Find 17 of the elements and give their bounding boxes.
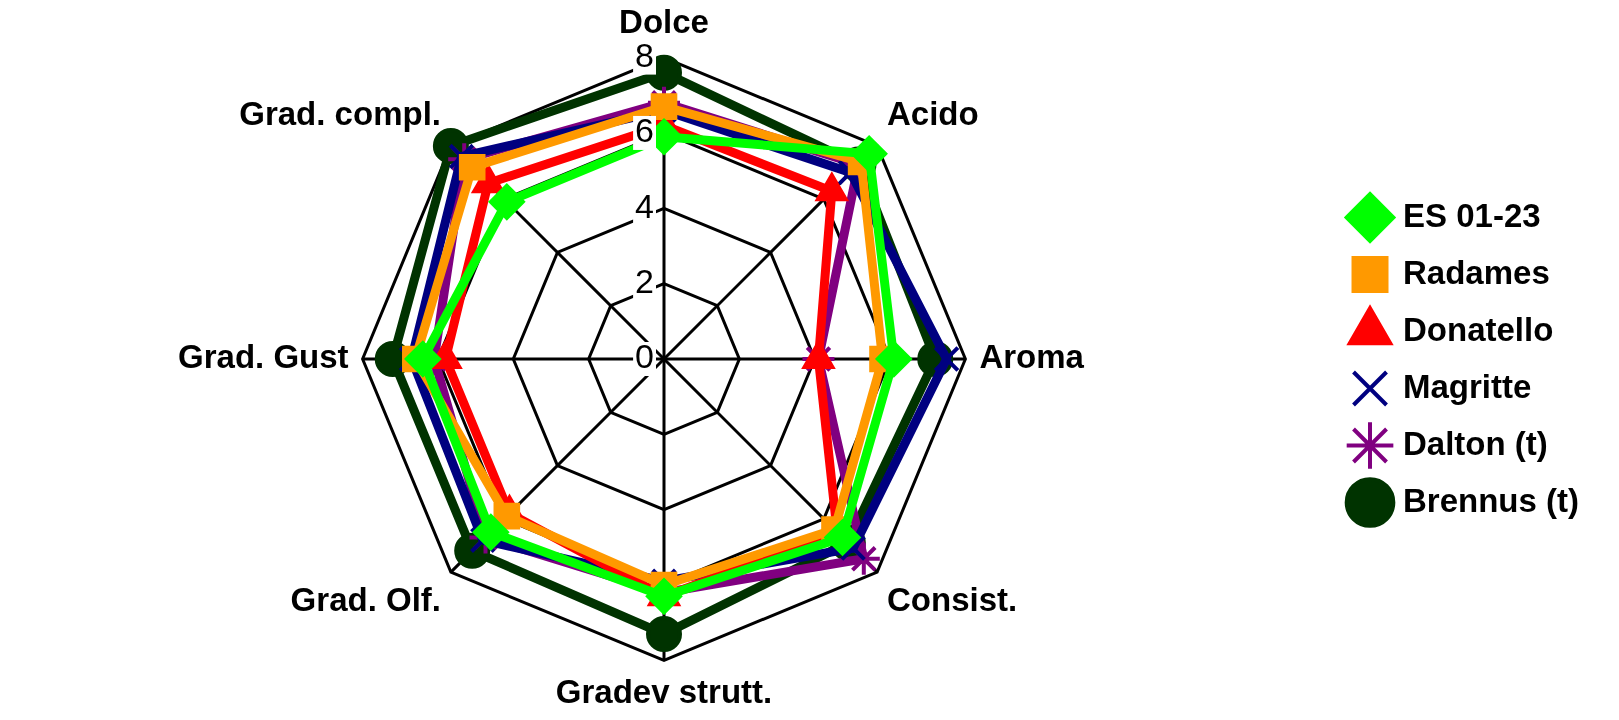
legend-label: Dalton (t) [1403, 424, 1548, 462]
spoke-label: Grad. compl. [239, 95, 441, 133]
legend-label: Donatello [1403, 310, 1554, 348]
y-tick-label: 0 [635, 337, 654, 376]
spoke-label: Grad. Gust [178, 338, 349, 376]
spoke-label: Gradev strutt. [555, 673, 773, 711]
spoke-label: Consist. [887, 580, 1018, 618]
legend-label: Radames [1403, 253, 1550, 291]
legend-label: Magritte [1403, 367, 1532, 405]
spoke-label: Acido [887, 95, 979, 133]
y-tick-label: 4 [635, 186, 654, 225]
legend-label: Brennus (t) [1403, 481, 1580, 519]
legend-label: ES 01-23 [1403, 196, 1541, 234]
y-tick-label: 2 [635, 262, 654, 301]
spoke-label: Grad. Olf. [290, 580, 441, 618]
spoke-label: Aroma [979, 338, 1085, 376]
y-tick-label: 6 [635, 111, 654, 150]
